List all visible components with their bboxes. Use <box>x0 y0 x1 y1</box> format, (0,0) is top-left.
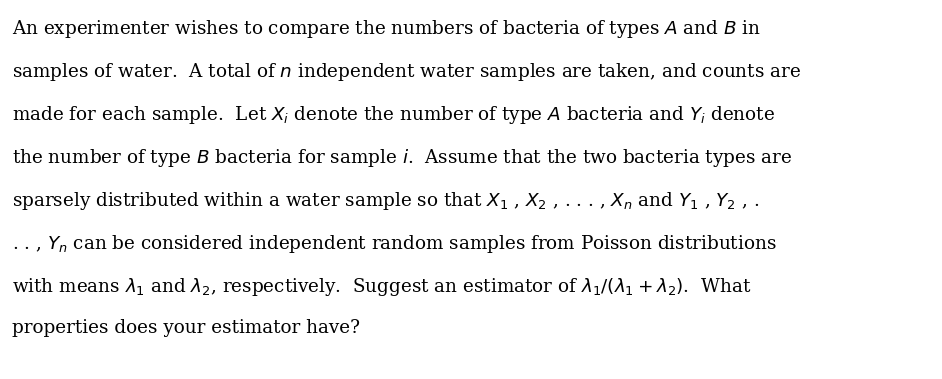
Text: properties does your estimator have?: properties does your estimator have? <box>12 319 360 337</box>
Text: sparsely distributed within a water sample so that $X_1$ , $X_2$ , . . . , $X_n$: sparsely distributed within a water samp… <box>12 190 759 212</box>
Text: . . , $Y_n$ can be considered independent random samples from Poisson distributi: . . , $Y_n$ can be considered independen… <box>12 233 776 255</box>
Text: the number of type $B$ bacteria for sample $i$.  Assume that the two bacteria ty: the number of type $B$ bacteria for samp… <box>12 147 792 169</box>
Text: samples of water.  A total of $n$ independent water samples are taken, and count: samples of water. A total of $n$ indepen… <box>12 61 801 83</box>
Text: An experimenter wishes to compare the numbers of bacteria of types $A$ and $B$ i: An experimenter wishes to compare the nu… <box>12 18 761 40</box>
Text: made for each sample.  Let $X_i$ denote the number of type $A$ bacteria and $Y_i: made for each sample. Let $X_i$ denote t… <box>12 104 775 126</box>
Text: with means $\lambda_1$ and $\lambda_2$, respectively.  Suggest an estimator of $: with means $\lambda_1$ and $\lambda_2$, … <box>12 276 752 298</box>
